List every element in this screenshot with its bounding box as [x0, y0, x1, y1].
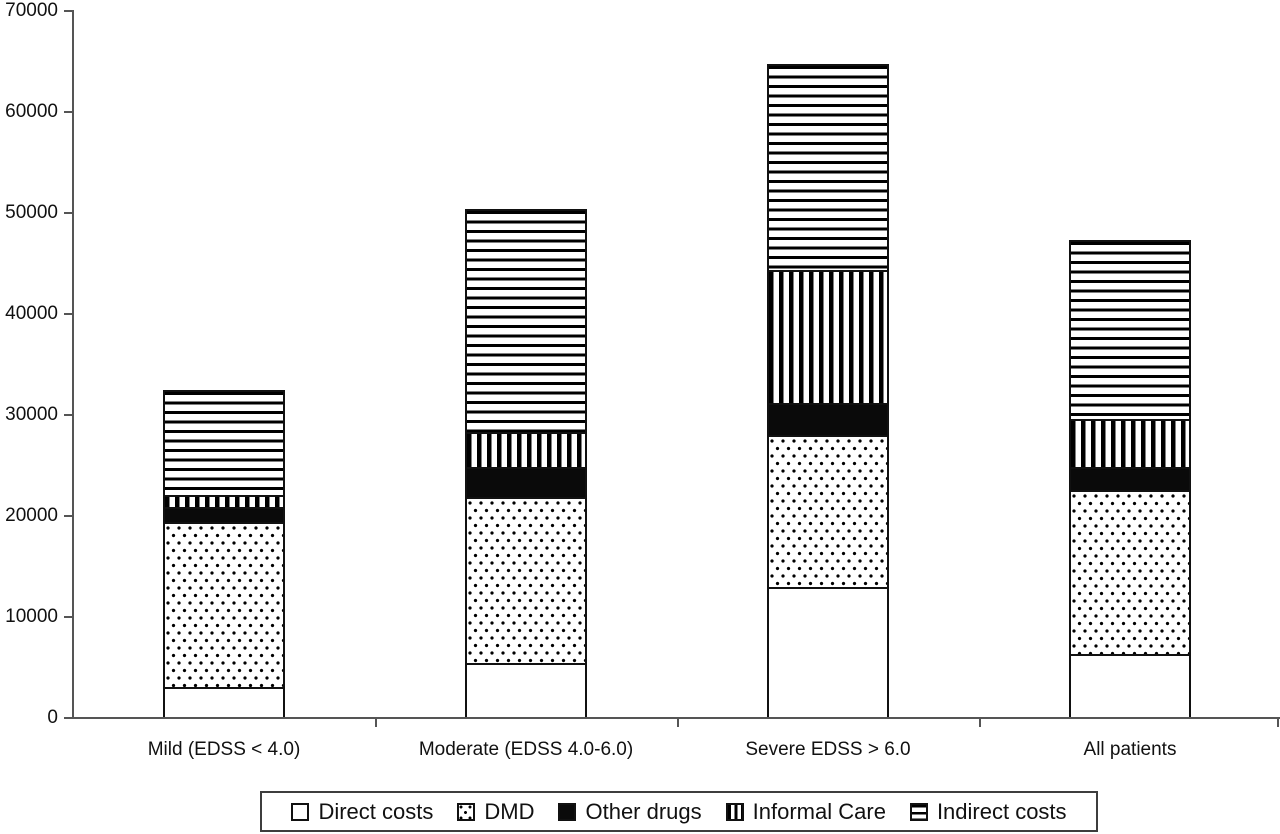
- bar-mild-edss-4-0-segment-other-drugs: [163, 506, 285, 523]
- y-axis-tick-label: 70000: [5, 0, 58, 21]
- y-axis-line: [72, 10, 74, 719]
- y-axis-tick: [64, 616, 72, 618]
- bar-all-patients-segment-indirect-costs: [1069, 240, 1191, 420]
- bar-all-patients-segment-direct-costs: [1069, 654, 1191, 717]
- y-axis-tick-label: 10000: [5, 606, 58, 627]
- bar-mild-edss-4-0-segment-dmd: [163, 522, 285, 687]
- y-axis-tick: [64, 212, 72, 214]
- legend-label-indirect-costs: Indirect costs: [936, 798, 1067, 824]
- y-axis-tick-label: 40000: [5, 303, 58, 324]
- y-axis-tick-label: 50000: [5, 202, 58, 223]
- y-axis-tick-label: 0: [47, 707, 58, 728]
- bar-all-patients-segment-dmd: [1069, 489, 1191, 655]
- legend-label-informal-care: Informal Care: [752, 798, 886, 824]
- category-label-severe-edss-6-0: Severe EDSS > 6.0: [745, 739, 911, 760]
- bar-all-patients-segment-other-drugs: [1069, 466, 1191, 490]
- x-axis-tick: [1277, 719, 1279, 727]
- y-axis-tick: [64, 111, 72, 113]
- legend-label-other-drugs: Other drugs: [585, 798, 702, 824]
- bar-moderate-edss-4-0-6-0-segment-dmd: [465, 496, 587, 664]
- bar-mild-edss-4-0-segment-direct-costs: [163, 686, 285, 717]
- legend-item-indirect-costs: Indirect costs: [909, 798, 1067, 824]
- bar-severe-edss-6-0-segment-dmd: [767, 435, 889, 587]
- bar-severe-edss-6-0-segment-indirect-costs: [767, 64, 889, 271]
- category-label-all-patients: All patients: [1083, 739, 1177, 760]
- bar-severe-edss-6-0-segment-informal-care: [767, 270, 889, 404]
- legend-swatch-informal-care-icon: [725, 802, 744, 821]
- x-axis-line: [64, 717, 1280, 719]
- legend-swatch-direct-costs-icon: [291, 802, 310, 821]
- legend-item-informal-care: Informal Care: [725, 798, 886, 824]
- legend-item-direct-costs: Direct costs: [291, 798, 434, 824]
- bar-moderate-edss-4-0-6-0-segment-direct-costs: [465, 663, 587, 717]
- y-axis-tick: [64, 515, 72, 517]
- legend: Direct costs DMD Other drugs Informal Care I…: [260, 791, 1098, 832]
- bar-severe-edss-6-0-segment-other-drugs: [767, 403, 889, 436]
- bar-moderate-edss-4-0-6-0-segment-informal-care: [465, 431, 587, 467]
- legend-item-other-drugs: Other drugs: [558, 798, 702, 824]
- legend-swatch-indirect-costs-icon: [909, 802, 928, 821]
- y-axis-tick-label: 60000: [5, 101, 58, 122]
- bar-moderate-edss-4-0-6-0-segment-other-drugs: [465, 466, 587, 497]
- y-axis-tick: [64, 414, 72, 416]
- y-axis-tick: [64, 313, 72, 315]
- y-axis-tick-label: 30000: [5, 404, 58, 425]
- y-axis-tick-label: 20000: [5, 505, 58, 526]
- legend-item-dmd: DMD: [457, 798, 535, 824]
- bar-severe-edss-6-0-segment-direct-costs: [767, 586, 889, 717]
- bar-all-patients-segment-informal-care: [1069, 419, 1191, 467]
- x-axis-tick: [375, 719, 377, 727]
- x-axis-tick: [677, 719, 679, 727]
- legend-label-dmd: DMD: [484, 798, 535, 824]
- legend-swatch-other-drugs-icon: [558, 802, 577, 821]
- y-axis-tick: [64, 10, 72, 12]
- category-label-moderate-edss-4-0-6-0: Moderate (EDSS 4.0-6.0): [418, 739, 634, 760]
- category-label-mild-edss-4-0: Mild (EDSS < 4.0): [147, 739, 301, 760]
- x-axis-tick: [979, 719, 981, 727]
- bar-mild-edss-4-0-segment-indirect-costs: [163, 389, 285, 495]
- legend-label-direct-costs: Direct costs: [318, 798, 434, 824]
- bar-moderate-edss-4-0-6-0-segment-indirect-costs: [465, 208, 587, 432]
- bar-mild-edss-4-0-segment-informal-care: [163, 494, 285, 507]
- legend-swatch-dmd-icon: [457, 802, 476, 821]
